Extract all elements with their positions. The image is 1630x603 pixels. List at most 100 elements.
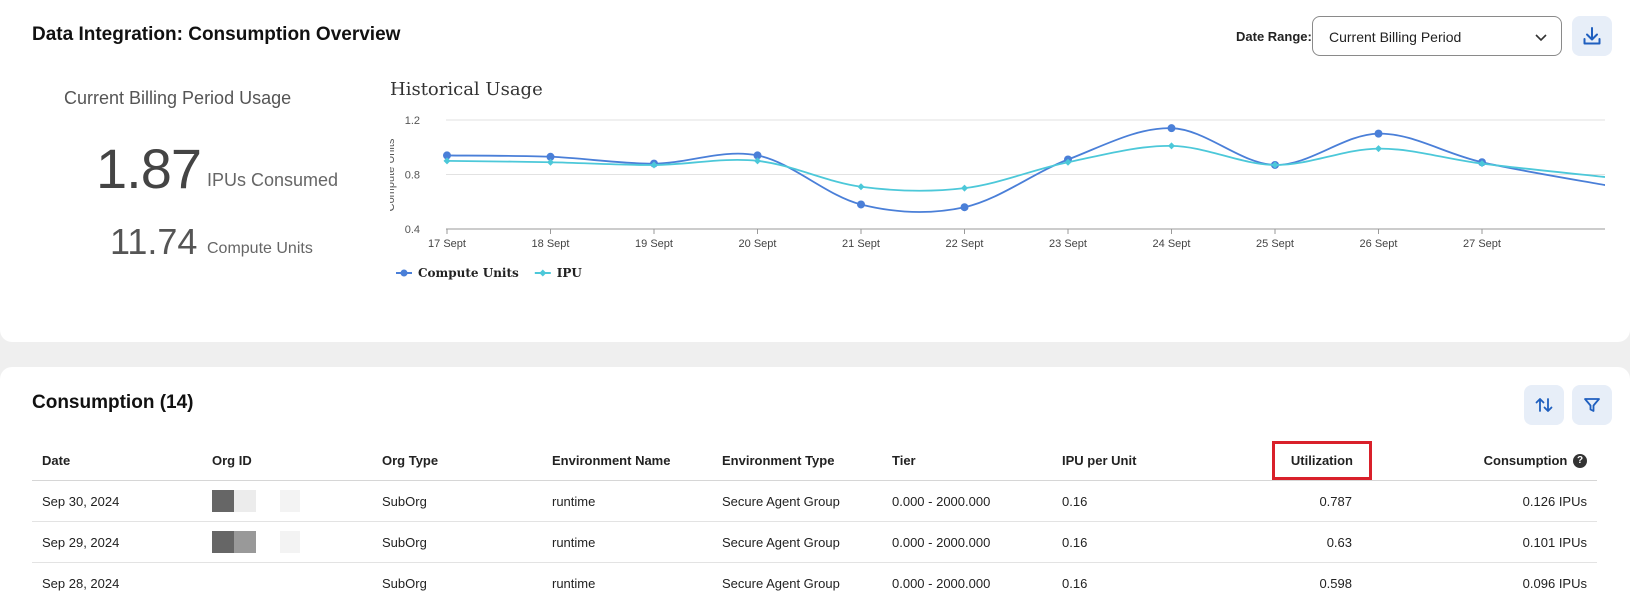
- compute-units-value: 11.74: [110, 221, 198, 262]
- legend-label: Compute Units: [418, 266, 519, 280]
- date-range-select[interactable]: Current Billing Period: [1312, 16, 1562, 56]
- column-header-org-type[interactable]: Org Type: [372, 441, 542, 481]
- page-title: Data Integration: Consumption Overview: [32, 24, 401, 45]
- data-point: [754, 157, 761, 165]
- table-header-row: Date Org ID Org Type Environment Name En…: [32, 441, 1597, 481]
- legend-label: IPU: [557, 266, 583, 280]
- column-header-tier[interactable]: Tier: [882, 441, 1052, 481]
- data-point: [961, 184, 968, 192]
- series-line-ipu: [446, 144, 1605, 192]
- data-point: [547, 158, 554, 166]
- cell-org-id: [202, 562, 372, 603]
- cell-environment-type: Secure Agent Group: [712, 521, 882, 563]
- cell-environment-name: runtime: [542, 521, 712, 563]
- cell-ipu-per-unit: 0.16: [1052, 480, 1222, 522]
- cell-tier: 0.000 - 2000.000: [882, 480, 1052, 522]
- cell-date: Sep 30, 2024: [32, 480, 202, 522]
- x-tick-label: 24 Sept: [1153, 238, 1191, 250]
- cell-ipu-per-unit: 0.16: [1052, 521, 1222, 563]
- cell-org-id: [202, 521, 372, 563]
- cell-tier: 0.000 - 2000.000: [882, 562, 1052, 603]
- x-tick-label: 19 Sept: [635, 238, 673, 250]
- y-tick-label: 1.2: [405, 115, 420, 127]
- cell-environment-type: Secure Agent Group: [712, 480, 882, 522]
- column-header-environment-name[interactable]: Environment Name: [542, 441, 712, 481]
- org-id-redacted: [212, 490, 300, 512]
- column-header-consumption-label: Consumption: [1483, 452, 1568, 468]
- date-range-label: Date Range:: [1236, 29, 1312, 44]
- utilization-highlight-box: Utilization: [1271, 441, 1372, 480]
- x-tick-label: 17 Sept: [428, 238, 466, 250]
- x-tick-label: 22 Sept: [946, 238, 984, 250]
- data-point: [857, 183, 865, 191]
- download-icon: [1583, 27, 1601, 45]
- chevron-down-icon: [1535, 34, 1547, 42]
- usage-heading: Current Billing Period Usage: [64, 88, 292, 108]
- historical-usage-chart: 1.2 0.8 0.4 Compute Units 17 Sept 18 Sept 19 S…: [390, 115, 1605, 280]
- data-point: [1375, 145, 1382, 153]
- ipus-consumed-label: IPUs Consumed: [207, 170, 339, 190]
- legend-marker: [539, 269, 547, 277]
- cell-org-type: SubOrg: [372, 562, 542, 603]
- cell-ipu-per-unit: 0.16: [1052, 562, 1222, 603]
- cell-utilization: 0.598: [1222, 562, 1362, 603]
- data-point: [443, 151, 451, 160]
- x-tick-label: 21 Sept: [842, 238, 880, 250]
- cell-tier: 0.000 - 2000.000: [882, 521, 1052, 563]
- cell-utilization: 0.63: [1222, 521, 1362, 563]
- data-point: [857, 200, 865, 209]
- cell-utilization: 0.787: [1222, 480, 1362, 522]
- column-header-utilization-cell[interactable]: Utilization: [1222, 441, 1372, 481]
- ipus-consumed-value: 1.87: [96, 137, 202, 200]
- data-point: [650, 161, 658, 169]
- download-button[interactable]: [1572, 16, 1612, 56]
- x-tick-label: 18 Sept: [532, 238, 570, 250]
- filter-icon: [1584, 398, 1600, 412]
- legend-marker: [400, 269, 408, 277]
- org-id-redacted: [212, 531, 300, 553]
- data-point: [960, 203, 969, 212]
- column-header-utilization: Utilization: [1290, 453, 1353, 468]
- x-tick-label: 23 Sept: [1049, 238, 1087, 250]
- data-point: [1167, 124, 1176, 133]
- sort-button[interactable]: [1524, 385, 1564, 425]
- y-tick-label: 0.4: [405, 224, 420, 236]
- compute-units-label: Compute Units: [207, 240, 313, 257]
- column-header-org-id[interactable]: Org ID: [202, 441, 372, 481]
- cell-environment-name: runtime: [542, 562, 712, 603]
- overview-card: Data Integration: Consumption Overview D…: [0, 0, 1630, 342]
- data-point: [546, 152, 555, 161]
- x-tick-label: 20 Sept: [739, 238, 777, 250]
- y-axis-label: Compute Units: [390, 138, 397, 211]
- cell-date: Sep 28, 2024: [32, 562, 202, 603]
- cell-environment-type: Secure Agent Group: [712, 562, 882, 603]
- data-point: [443, 157, 451, 165]
- cell-org-id: [202, 480, 372, 522]
- cell-date: Sep 29, 2024: [32, 521, 202, 563]
- column-header-date[interactable]: Date: [32, 441, 202, 481]
- x-tick-label: 26 Sept: [1360, 238, 1398, 250]
- column-header-ipu-per-unit[interactable]: IPU per Unit: [1052, 441, 1222, 481]
- column-header-consumption[interactable]: Consumption ?: [1362, 441, 1597, 481]
- table-row[interactable]: Sep 30, 2024 SubOrg runtime Secure Agent Gr…: [32, 480, 1597, 522]
- consumption-title: Consumption (14): [32, 392, 194, 413]
- cell-environment-name: runtime: [542, 480, 712, 522]
- table-row[interactable]: Sep 28, 2024 SubOrg runtime Secure Agent Gr…: [32, 562, 1597, 603]
- help-icon[interactable]: ?: [1573, 454, 1587, 469]
- data-point: [1478, 160, 1486, 168]
- filter-button[interactable]: [1572, 385, 1612, 425]
- cell-org-type: SubOrg: [372, 480, 542, 522]
- cell-org-type: SubOrg: [372, 521, 542, 563]
- cell-consumption: 0.126 IPUs: [1362, 480, 1597, 522]
- data-point: [1271, 161, 1279, 169]
- data-point: [1168, 142, 1175, 150]
- column-header-environment-type[interactable]: Environment Type: [712, 441, 882, 481]
- chart-title: Historical Usage: [390, 79, 543, 100]
- y-tick-label: 0.8: [405, 170, 420, 182]
- x-tick-label: 25 Sept: [1256, 238, 1294, 250]
- date-range-value: Current Billing Period: [1329, 29, 1462, 45]
- table-row[interactable]: Sep 29, 2024 SubOrg runtime Secure Agent Gr…: [32, 521, 1597, 563]
- cell-consumption: 0.101 IPUs: [1362, 521, 1597, 563]
- org-id-redacted: [212, 572, 213, 594]
- data-point: [753, 151, 762, 160]
